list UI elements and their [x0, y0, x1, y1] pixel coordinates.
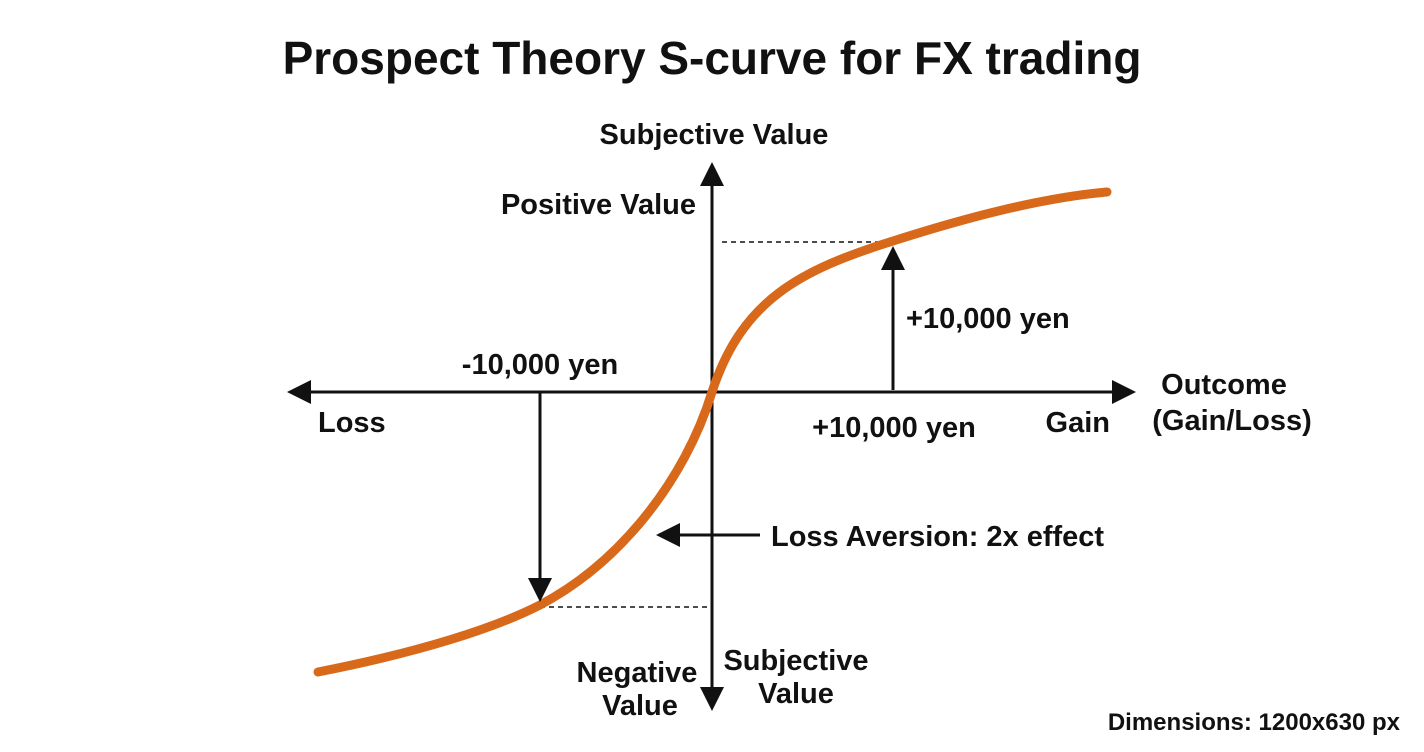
y-axis-label: Subjective Value	[600, 119, 829, 151]
gain-x-label: +10,000 yen	[812, 412, 976, 444]
y-bottom-label: Value	[758, 678, 834, 710]
positive-label: Positive Value	[501, 189, 696, 221]
gain-y-label: +10,000 yen	[906, 303, 1070, 335]
negative-label: Negative	[577, 657, 698, 689]
loss-x-label: -10,000 yen	[462, 349, 618, 381]
x-axis-label: (Gain/Loss)	[1152, 405, 1312, 437]
gain-label: Gain	[1046, 407, 1110, 439]
x-axis-label: Outcome	[1161, 369, 1287, 401]
loss-label: Loss	[318, 407, 386, 439]
negative-label: Value	[602, 690, 678, 722]
y-bottom-label: Subjective	[723, 645, 868, 677]
footer: Dimensions: 1200x630 px	[1108, 709, 1401, 736]
loss-aversion-label: Loss Aversion: 2x effect	[771, 521, 1104, 553]
title: Prospect Theory S-curve for FX trading	[283, 32, 1142, 84]
s-curve	[313, 187, 1112, 677]
